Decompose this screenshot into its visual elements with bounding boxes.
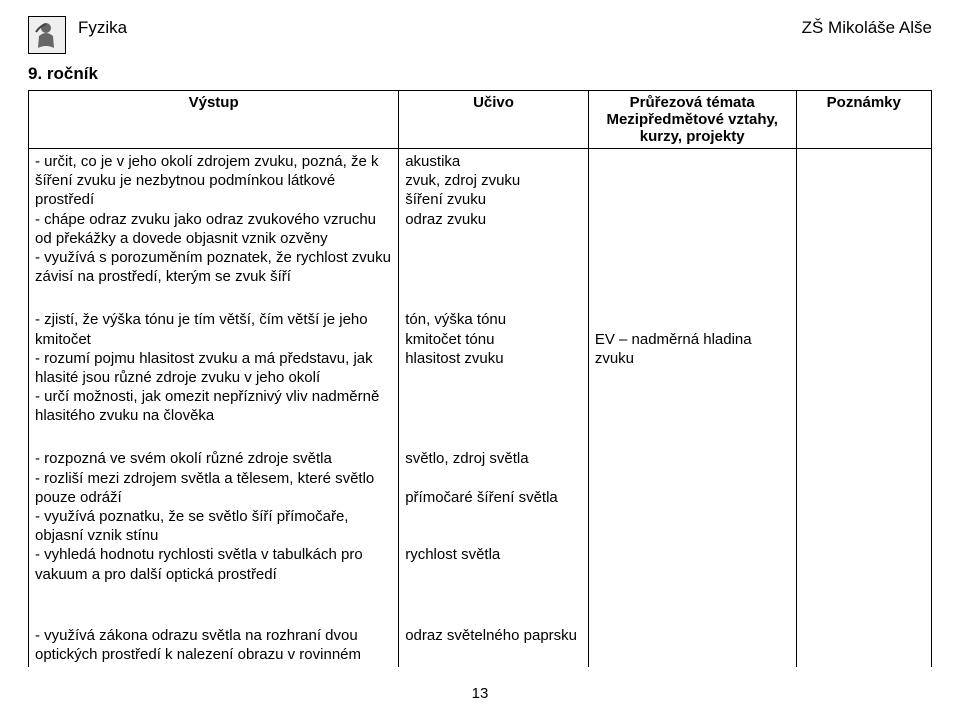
cell-output: - využívá zákona odrazu světla na rozhra… — [29, 623, 399, 667]
cell-notes — [796, 149, 931, 290]
row-spacer — [29, 289, 932, 307]
row-spacer — [29, 428, 932, 446]
page-number: 13 — [0, 685, 960, 702]
col-header-notes: Poznámky — [796, 91, 931, 149]
col-header-output: Výstup — [29, 91, 399, 149]
cell-cross — [588, 446, 796, 586]
cell-cross — [588, 623, 796, 667]
logo-icon — [28, 16, 66, 54]
col-header-cross: Průřezová témata Mezipředmětové vztahy, … — [588, 91, 796, 149]
cell-content: tón, výška tónu kmitočet tónu hlasitost … — [399, 307, 589, 428]
col-header-content: Učivo — [399, 91, 589, 149]
school-name: ZŠ Mikoláše Alše — [802, 18, 932, 38]
cell-output: - zjistí, že výška tónu je tím větší, čí… — [29, 307, 399, 428]
cell-content: odraz světelného paprsku — [399, 623, 589, 667]
grade-heading: 9. ročník — [28, 64, 932, 84]
cell-notes — [796, 446, 931, 586]
cell-content: světlo, zdroj světla přímočaré šíření sv… — [399, 446, 589, 586]
cell-content: akustika zvuk, zdroj zvuku šíření zvuku … — [399, 149, 589, 290]
cell-cross: EV – nadměrná hladina zvuku — [588, 307, 796, 428]
cell-cross — [588, 149, 796, 290]
curriculum-table: Výstup Učivo Průřezová témata Mezipředmě… — [28, 90, 932, 667]
subject-title: Fyzika — [78, 18, 127, 38]
table-row: - využívá zákona odrazu světla na rozhra… — [29, 623, 932, 667]
cell-output: - určit, co je v jeho okolí zdrojem zvuk… — [29, 149, 399, 290]
cell-output: - rozpozná ve svém okolí různé zdroje sv… — [29, 446, 399, 586]
table-row: - rozpozná ve svém okolí různé zdroje sv… — [29, 446, 932, 586]
cell-notes — [796, 307, 931, 428]
table-row: - určit, co je v jeho okolí zdrojem zvuk… — [29, 149, 932, 290]
row-spacer — [29, 605, 932, 623]
cell-notes — [796, 623, 931, 667]
row-spacer — [29, 587, 932, 605]
table-row: - zjistí, že výška tónu je tím větší, čí… — [29, 307, 932, 428]
